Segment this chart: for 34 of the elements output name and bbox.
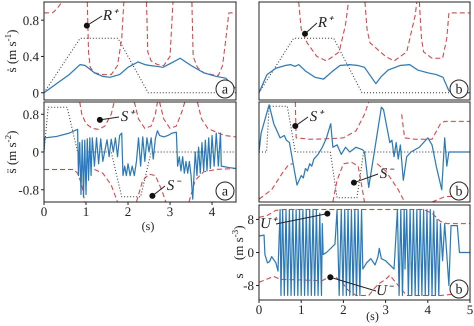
annotation: b xyxy=(456,82,462,98)
y-tick-label: 0.8 xyxy=(22,106,39,122)
annotation: U⁻ xyxy=(376,283,394,299)
y-tick-label: 0 xyxy=(248,245,254,260)
x-axis-title: (s) xyxy=(366,309,379,323)
annotation: a xyxy=(222,184,229,200)
y-tick-label: 0.8 xyxy=(22,12,39,28)
x-tick-label: 2 xyxy=(340,302,347,318)
y-tick-label: 8 xyxy=(248,212,254,228)
y-tick-label: -0.8 xyxy=(18,182,39,198)
x-tick-label: 3 xyxy=(382,302,389,318)
x-tick-label: 4 xyxy=(424,302,432,318)
y-tick-label: 0 xyxy=(32,85,39,100)
annotation: S⁻ xyxy=(380,166,394,182)
x-tick-label: 1 xyxy=(82,204,90,220)
x-tick-label: 1 xyxy=(298,302,304,318)
annotation: U⁺ xyxy=(260,216,278,232)
y-tick-label: -8 xyxy=(243,278,254,294)
annotation: b xyxy=(456,282,462,298)
annotation: R⁺ xyxy=(102,8,120,24)
y-tick-label: 0 xyxy=(32,144,39,160)
line-series xyxy=(44,128,236,200)
annotation: S⁻ xyxy=(166,178,182,194)
x-tick-label: 2 xyxy=(124,204,132,220)
annotation: a xyxy=(222,82,229,98)
annotation: b xyxy=(456,184,462,200)
y-tick-label: 0.4 xyxy=(22,49,40,64)
annotation: S⁺ xyxy=(310,109,324,125)
annotation: R⁺ xyxy=(316,15,334,31)
annotation: S⁺ xyxy=(120,109,136,125)
x-tick-label: 3 xyxy=(166,204,174,220)
x-axis-title: (s) xyxy=(142,219,154,233)
x-tick-label: 4 xyxy=(208,204,216,220)
x-tick-label: 5 xyxy=(466,302,474,318)
